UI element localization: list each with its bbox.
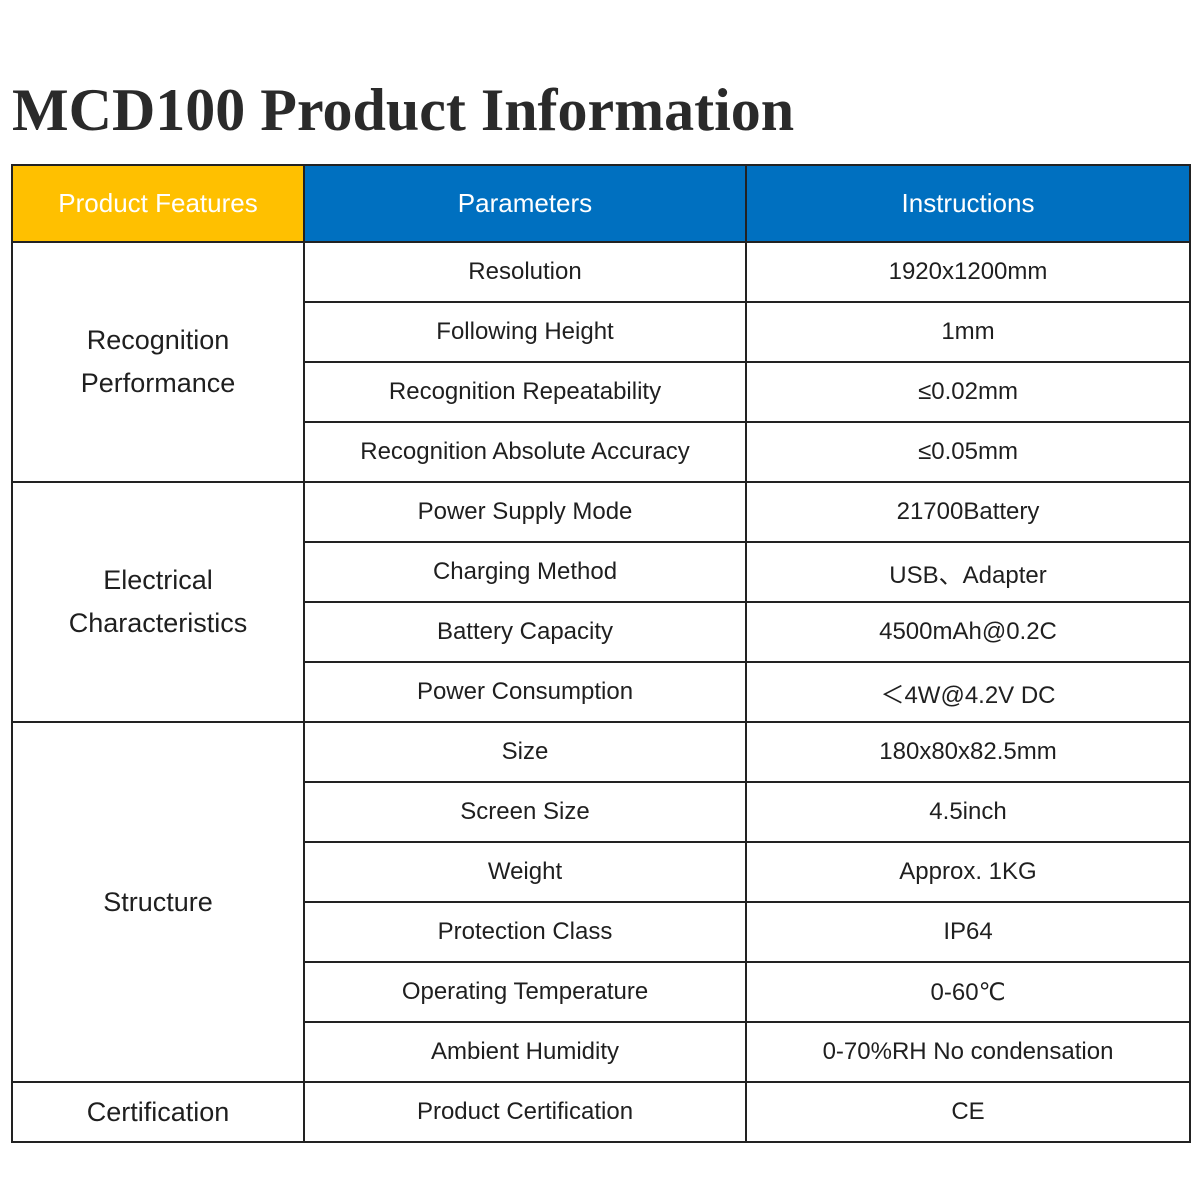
value-cell: 4.5inch: [745, 781, 1191, 843]
group-label-line: Certification: [86, 1096, 230, 1127]
group-label-line: Structure: [103, 886, 213, 917]
table-row: Certification Product Certification CE: [11, 1081, 1191, 1143]
table-row: Charging Method USB、Adapter: [12, 541, 1191, 603]
parameter-cell: Product Certification: [303, 1081, 747, 1143]
page-title: MCD100 Product Information: [12, 77, 795, 143]
value-cell: 0-70%RH No condensation: [745, 1021, 1191, 1083]
value-cell: 0-60℃: [745, 961, 1191, 1023]
table-row: Weight Approx. 1KG: [12, 841, 1191, 903]
parameter-cell: Operating Temperature: [303, 961, 747, 1023]
value-cell: USB、Adapter: [745, 541, 1191, 603]
parameter-cell: Size: [303, 721, 747, 783]
parameter-cell: Following Height: [303, 301, 747, 363]
group-structure: Structure: [11, 721, 305, 1083]
value-cell: ≤0.05mm: [745, 421, 1191, 483]
parameter-cell: Power Supply Mode: [303, 481, 747, 543]
parameter-cell: Power Consumption: [303, 661, 747, 723]
parameter-cell: Charging Method: [303, 541, 747, 603]
header-product-features: Product Features: [11, 164, 305, 243]
parameter-cell: Battery Capacity: [303, 601, 747, 663]
table-row: Ambient Humidity 0-70%RH No condensation: [12, 1021, 1191, 1083]
parameter-cell: Ambient Humidity: [303, 1021, 747, 1083]
parameter-cell: Protection Class: [303, 901, 747, 963]
table-row: Recognition Performance Resolution 1920x…: [11, 241, 1191, 483]
table-row: Screen Size 4.5inch: [12, 781, 1191, 843]
table-header-row: Product Features Parameters Instructions: [11, 164, 1191, 243]
table-row: Following Height 1mm: [12, 301, 1191, 363]
value-cell: 1mm: [745, 301, 1191, 363]
table-row: Electrical Characteristics Power Supply …: [11, 481, 1191, 723]
table-row: Recognition Repeatability ≤0.02mm: [12, 361, 1191, 423]
header-instructions: Instructions: [745, 164, 1191, 243]
value-cell: ＜4W@4.2V DC: [745, 661, 1191, 723]
value-cell: 180x80x82.5mm: [745, 721, 1191, 783]
table-row: Protection Class IP64: [12, 901, 1191, 963]
value-cell: CE: [745, 1081, 1191, 1143]
parameter-cell: Recognition Absolute Accuracy: [303, 421, 747, 483]
value-cell: 4500mAh@0.2C: [745, 601, 1191, 663]
value-cell: Approx. 1KG: [745, 841, 1191, 903]
product-spec-table: Product Features Parameters Instructions…: [11, 164, 1191, 1143]
parameter-cell: Recognition Repeatability: [303, 361, 747, 423]
value-cell: ≤0.02mm: [745, 361, 1191, 423]
group-label-line: Characteristics: [68, 608, 248, 638]
group-label-line: Recognition: [86, 325, 230, 355]
value-cell: 21700Battery: [745, 481, 1191, 543]
group-certification: Certification: [11, 1081, 305, 1143]
parameter-cell: Weight: [303, 841, 747, 903]
group-electrical-characteristics: Electrical Characteristics: [11, 481, 305, 723]
table-row: Structure Size 180x80x82.5mm: [11, 721, 1191, 1083]
value-cell: 1920x1200mm: [745, 241, 1191, 303]
parameter-cell: Screen Size: [303, 781, 747, 843]
table-row: Operating Temperature 0-60℃: [12, 961, 1191, 1023]
table-row: Recognition Absolute Accuracy ≤0.05mm: [12, 421, 1191, 483]
table-row: Battery Capacity 4500mAh@0.2C: [12, 601, 1191, 663]
table-row: Power Consumption ＜4W@4.2V DC: [12, 661, 1191, 723]
value-cell: IP64: [745, 901, 1191, 963]
group-label-line: Electrical: [103, 565, 213, 595]
parameter-cell: Resolution: [303, 241, 747, 303]
group-recognition-performance: Recognition Performance: [11, 241, 305, 483]
header-parameters: Parameters: [303, 164, 747, 243]
group-label-line: Performance: [80, 368, 236, 398]
